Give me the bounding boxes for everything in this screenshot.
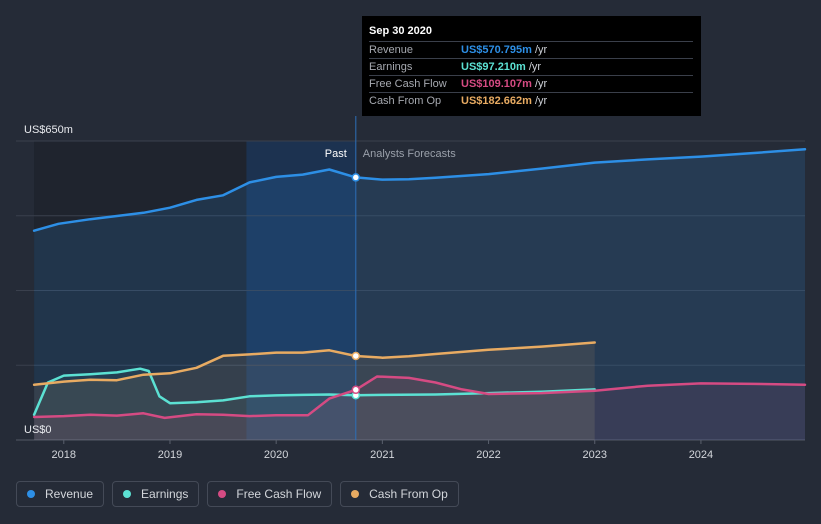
marker-free-cash-flow (351, 385, 361, 395)
tooltip-value: US$182.662m (461, 95, 532, 107)
marker-revenue (351, 173, 361, 182)
data-tooltip: Sep 30 2020 Revenue US$570.795m /yr Earn… (362, 16, 701, 116)
legend-dot-icon (218, 490, 227, 498)
tooltip-label: Revenue (369, 44, 414, 56)
legend-revenue[interactable]: Revenue (16, 481, 105, 507)
series-area-revenue (34, 149, 806, 441)
series-line-revenue (32, 148, 807, 232)
x-tick-label: 2023 (582, 449, 606, 461)
tooltip-value: US$570.795m (461, 44, 532, 56)
legend-label: Free Cash Flow (236, 487, 322, 501)
tooltip-date: Sep 30 2020 (369, 25, 432, 37)
x-tick-label: 2019 (158, 449, 182, 461)
x-tick-label: 2018 (52, 449, 76, 461)
tooltip-label: Free Cash Flow (369, 78, 447, 90)
x-tick-label: 2024 (689, 449, 713, 461)
tooltip-label: Earnings (369, 61, 413, 73)
past-label: Past (325, 148, 347, 160)
chart-legend: Revenue Earnings Free Cash Flow Cash Fro… (16, 481, 459, 507)
tooltip-row-revenue: Revenue US$570.795m /yr (369, 41, 693, 58)
legend-dot-icon (27, 490, 35, 498)
tooltip-unit: /yr (528, 61, 542, 73)
marker-cash-from-op (351, 351, 361, 361)
legend-earnings[interactable]: Earnings (112, 481, 200, 507)
tooltip-unit: /yr (534, 44, 548, 56)
forecast-label: Analysts Forecasts (363, 148, 456, 160)
tooltip-row-free-cash-flow: Free Cash Flow US$109.107m /yr (369, 75, 693, 92)
tooltip-row-cash-from-op: Cash From Op US$182.662m /yr (369, 92, 693, 109)
legend-dot-icon (351, 490, 360, 498)
x-tick-label: 2022 (476, 449, 500, 461)
y-axis-min-label: US$0 (24, 424, 52, 436)
tooltip-row-earnings: Earnings US$97.210m /yr (369, 58, 693, 75)
legend-dot-icon (123, 490, 132, 498)
tooltip-unit: /yr (534, 78, 548, 90)
series-line-earnings (32, 367, 596, 416)
tooltip-label: Cash From Op (369, 95, 442, 107)
y-axis-max-label: US$650m (24, 124, 73, 136)
series-line-cash-from-op (32, 341, 596, 387)
series-area-earnings (34, 368, 595, 440)
legend-cash-from-op[interactable]: Cash From Op (340, 481, 459, 507)
legend-label: Earnings (141, 487, 189, 501)
series-area-free-cash-flow (34, 376, 806, 440)
tooltip-value: US$109.107m (461, 78, 532, 90)
legend-label: Cash From Op (369, 487, 448, 501)
legend-label: Revenue (45, 487, 94, 501)
series-line-free-cash-flow (32, 375, 807, 420)
tooltip-unit: /yr (534, 95, 548, 107)
x-tick-label: 2021 (370, 449, 394, 461)
tooltip-value: US$97.210m (461, 61, 526, 73)
legend-free-cash-flow[interactable]: Free Cash Flow (207, 481, 333, 507)
x-tick-label: 2020 (264, 449, 288, 461)
